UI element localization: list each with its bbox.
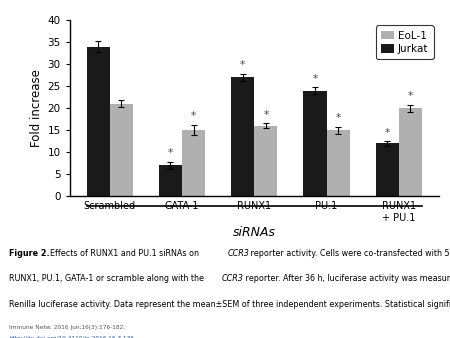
Text: *: * xyxy=(336,113,341,123)
Text: *: * xyxy=(312,74,318,83)
Text: *: * xyxy=(191,111,196,121)
Bar xyxy=(231,77,254,196)
Text: Effects of RUNX1 and PU.1 siRNAs on: Effects of RUNX1 and PU.1 siRNAs on xyxy=(50,248,202,258)
Text: *: * xyxy=(263,110,269,120)
Bar xyxy=(254,126,277,196)
Bar xyxy=(327,130,350,196)
Text: CCR3: CCR3 xyxy=(222,274,244,283)
Bar xyxy=(182,130,205,196)
Text: RUNX1, PU.1, GATA-1 or scramble along with the: RUNX1, PU.1, GATA-1 or scramble along wi… xyxy=(9,274,207,283)
Y-axis label: Fold increase: Fold increase xyxy=(30,69,43,147)
Bar xyxy=(399,108,422,196)
Bar xyxy=(159,165,182,196)
Text: *: * xyxy=(168,148,173,158)
Text: *: * xyxy=(240,61,245,70)
Legend: EoL-1, Jurkat: EoL-1, Jurkat xyxy=(376,25,433,59)
Bar xyxy=(110,104,133,196)
Text: siRNAs: siRNAs xyxy=(233,226,276,239)
Text: Figure 2.: Figure 2. xyxy=(9,248,50,258)
Text: http://dx.doi.org/10.4110/in.2016.16.3.176: http://dx.doi.org/10.4110/in.2016.16.3.1… xyxy=(9,336,134,338)
Text: reporter. After 36 h, luciferase activity was measured and normalized to: reporter. After 36 h, luciferase activit… xyxy=(243,274,450,283)
Bar xyxy=(86,47,110,196)
Text: Immune Netw. 2016 Jun;16(3):176-182.: Immune Netw. 2016 Jun;16(3):176-182. xyxy=(9,325,125,330)
Text: Renilla luciferase activity. Data represent the mean±SEM of three independent ex: Renilla luciferase activity. Data repres… xyxy=(9,300,450,309)
Bar xyxy=(376,143,399,196)
Text: CCR3: CCR3 xyxy=(227,248,249,258)
Text: *: * xyxy=(385,128,390,138)
Text: reporter activity. Cells were co-transfected with 50 nM siRNAs for: reporter activity. Cells were co-transfe… xyxy=(248,248,450,258)
Text: *: * xyxy=(408,91,413,101)
Bar xyxy=(303,91,327,196)
